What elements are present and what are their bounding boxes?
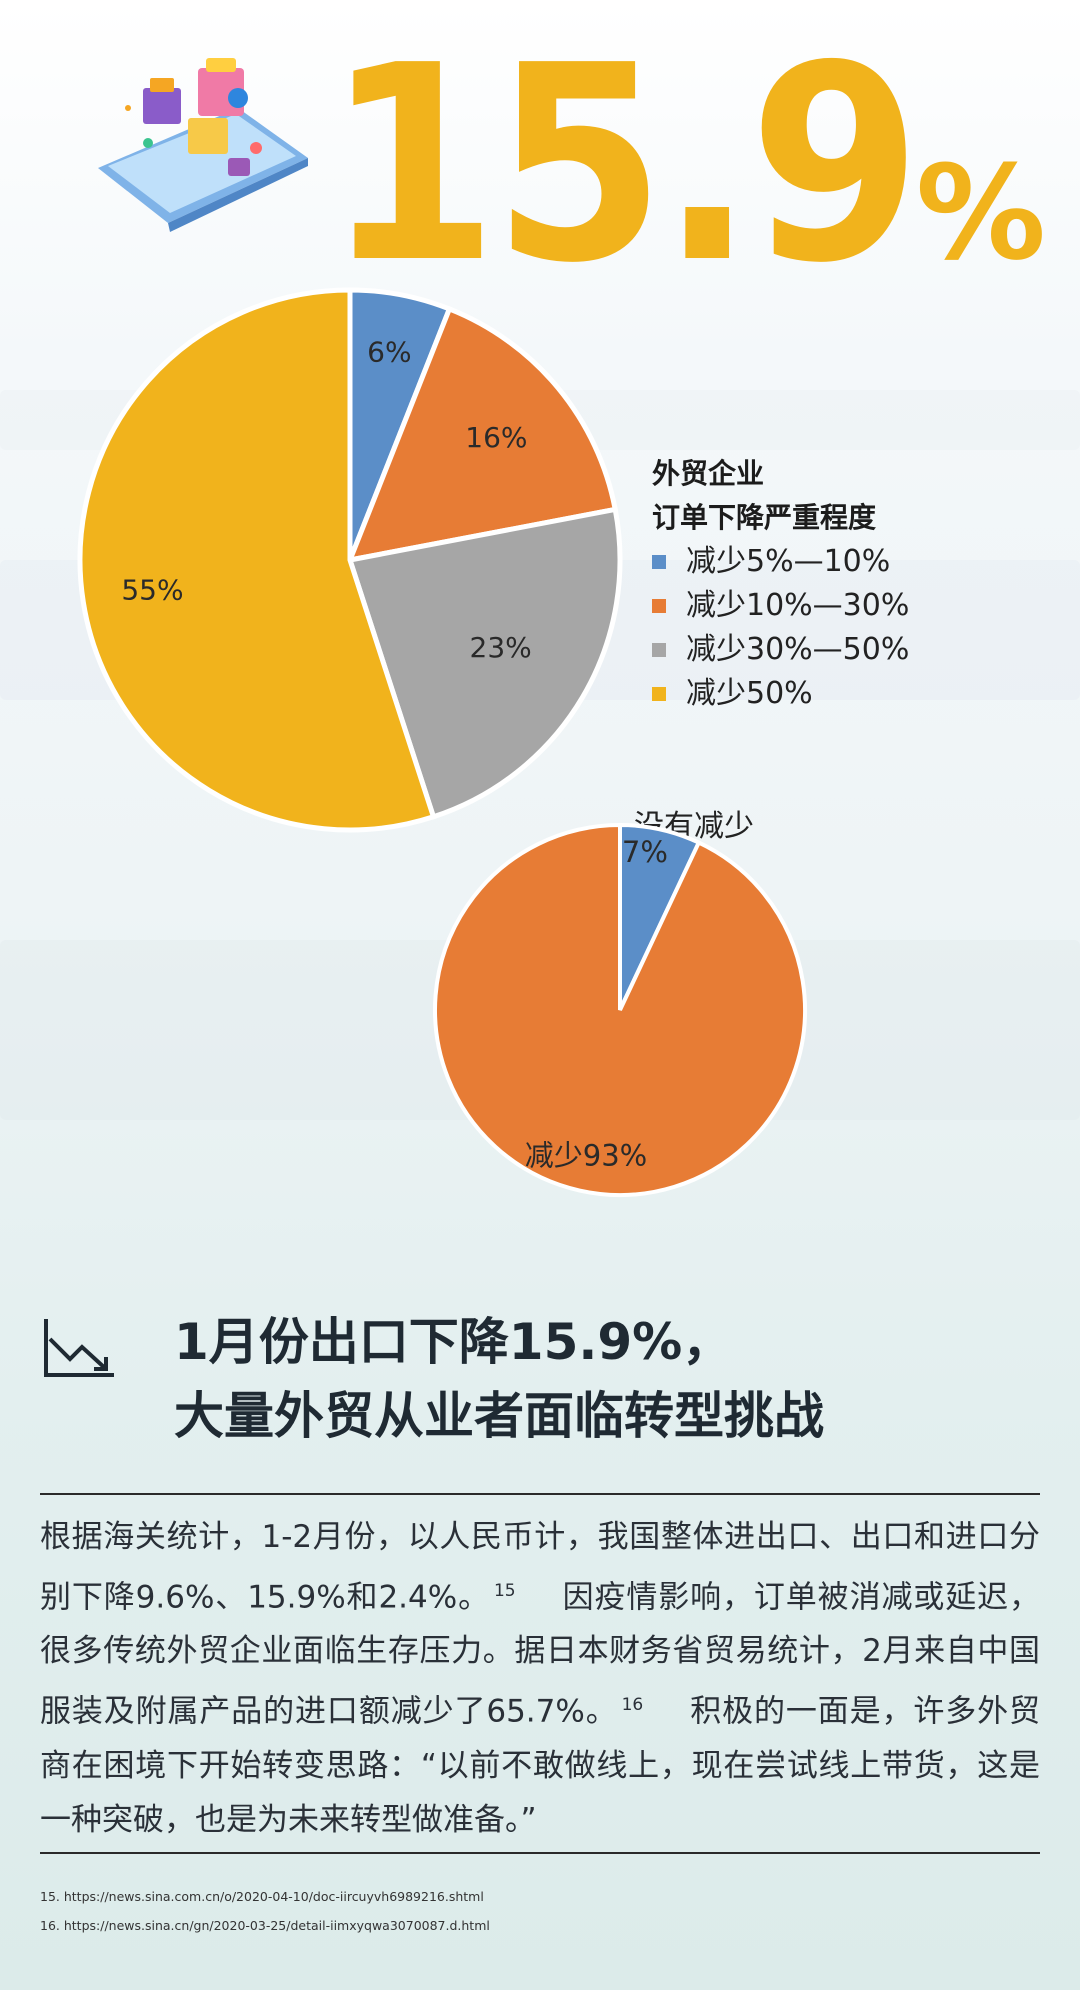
divider-top [40,1493,1040,1495]
legend-item: 减少5%—10% [652,540,909,584]
legend-swatch [652,643,666,657]
section-title-line2: 大量外贸从业者面临转型挑战 [174,1387,824,1445]
pie-slice [346,506,623,820]
legend-item: 减少30%—50% [652,628,909,672]
pie-slice [77,287,437,833]
section-heading: 1月份出口下降15.9%， 大量外贸从业者面临转型挑战 [40,1305,824,1453]
legend-label: 减少30%—50% [686,632,910,667]
pie-data-label: 23% [470,631,532,664]
body-text-part3: 积极的一面是，许多外贸商在困境下开始转变思路：“以前不敢做线上，现在尝试线上带货… [40,1693,1041,1838]
footnote-ref: 15 [493,1581,516,1601]
chart-decline-icon [44,1319,114,1377]
shopping-phone-illustration [98,58,308,232]
body-text-part2: 因疫情影响，订单被消减或延迟，很多传统外贸企业面临生存压力。据日本财务省贸易统计… [40,1579,1041,1730]
footnote-item: 16. https://news.sina.cn/gn/2020-03-25/d… [40,1918,490,1933]
legend-title-line2: 订单下降严重程度 [652,501,877,534]
pie-data-label: 55% [121,573,183,606]
section-title-line1: 1月份出口下降15.9%， [174,1313,733,1371]
pie-slice [346,305,619,564]
pie-data-label: 减少93% [525,1138,647,1172]
pie-data-label: 7% [622,835,668,869]
body-text-part1: 根据海关统计，1-2月份，以人民币计，我国整体进出口、出口和进口分别下降9.6%… [40,1519,1040,1616]
legend-swatch [652,687,666,701]
legend-label: 减少50% [686,676,813,711]
body-paragraph: 根据海关统计，1-2月份，以人民币计，我国整体进出口、出口和进口分别下降9.6%… [40,1510,1040,1847]
headline-value: 15.9 [324,7,921,322]
headline-unit: % [915,137,1046,289]
headline-percentage: 15.9% [274,7,1046,322]
legend-swatch [652,599,666,613]
footnote-ref: 16 [621,1695,644,1716]
pie-data-label: 6% [367,336,411,369]
pie-slice [433,822,807,1197]
legend-label: 减少5%—10% [686,544,891,579]
legend-swatch [652,555,666,569]
legend-label: 减少10%—30% [686,588,910,623]
footnote-item: 15. https://news.sina.com.cn/o/2020-04-1… [40,1889,484,1904]
section-title: 1月份出口下降15.9%， 大量外贸从业者面临转型挑战 [174,1305,824,1453]
divider-bottom [40,1852,1040,1854]
pie-data-label: 16% [465,421,527,454]
pie-chart-decrease-share: 7% 减少93% [433,822,807,1197]
legend-item: 减少50% [652,672,909,716]
legend-item: 减少10%—30% [652,584,909,628]
legend-title-line1: 外贸企业 [652,457,765,490]
legend-title: 外贸企业 订单下降严重程度 [652,452,909,540]
pie-chart-order-decline: 6% 16% 23% 55% [77,287,623,833]
footnotes: 15. https://news.sina.com.cn/o/2020-04-1… [40,1882,490,1940]
pie-legend: 外贸企业 订单下降严重程度 减少5%—10% 减少10%—30% 减少30%—5… [652,452,909,716]
